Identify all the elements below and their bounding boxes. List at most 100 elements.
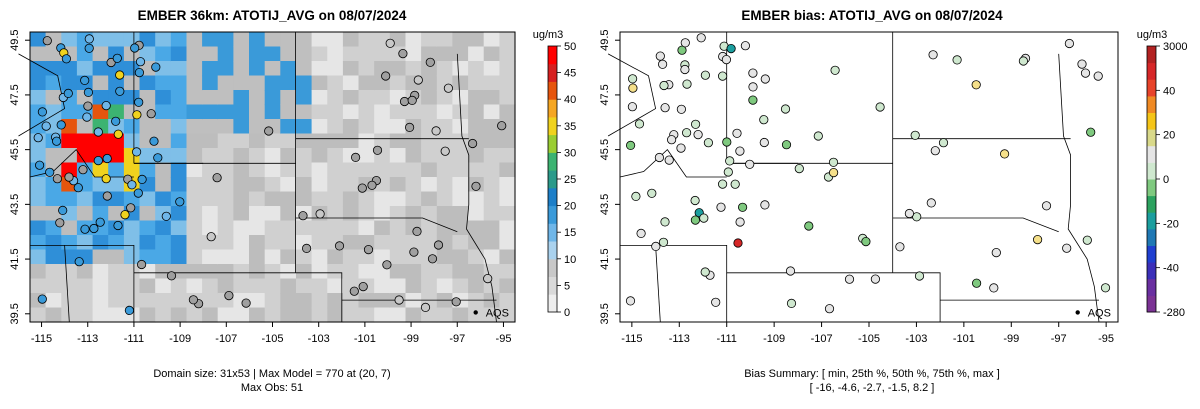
monitor-point [126,203,136,213]
monitor-point [722,137,732,147]
grid-cell [249,46,266,62]
grid-cell [389,177,406,193]
grid-cell [264,249,281,265]
grid-cell [311,177,328,193]
grid-cell [92,206,109,222]
grid-cell [139,220,156,236]
right-map-panel: AQS -115 -113 -111 -109 -107 -105 -103 -101 -99 -9… [599,29,1119,345]
grid-cell [468,235,485,251]
grid-cell [358,32,375,48]
grid-cell [405,133,422,149]
x-tick-label: -103 [905,333,927,345]
monitor-point [895,242,905,252]
grid-cell [311,133,328,149]
grid-cell [483,119,500,135]
grid-cell [342,249,360,265]
grid-cell [327,148,344,164]
right-colorbar-swatch [1147,112,1156,130]
grid-cell [358,148,375,164]
grid-cell [499,191,516,207]
monitor-point [780,104,791,114]
grid-cell [436,220,453,236]
monitor-point [703,138,714,148]
grid-cell [30,75,47,91]
grid-cell [374,293,391,309]
grid-cell [264,133,281,149]
monitor-point [467,138,478,149]
grid-cell [217,90,234,106]
grid-cell [249,119,266,135]
left-colorbar-swatch [548,258,557,277]
monitor-point [627,102,638,112]
grid-cell [327,61,344,77]
grid-cell [468,307,485,323]
grid-cell [249,206,266,222]
grid-cell [92,307,109,323]
grid-cell [296,133,313,149]
grid-cell [296,119,313,135]
grid-cell [30,278,47,294]
monitor-point [735,146,745,156]
monitor-point [870,274,881,284]
monitor-point [725,156,735,166]
grid-cell [499,75,516,91]
grid-cell [61,235,78,251]
monitor-point [93,127,103,137]
monitor-point [52,174,63,184]
grid-cell [311,148,328,164]
grid-cell [421,235,438,251]
grid-cell [186,235,203,251]
right-colorbar-swatch [1147,245,1156,263]
grid-cell [155,249,172,265]
x-tick-label: -97 [449,333,465,345]
left-colorbar-tick-label: 10 [564,254,576,266]
grid-cell [123,162,141,178]
grid-cell [280,75,297,91]
monitor-point [628,83,638,93]
grid-cell [436,46,453,62]
grid-cell [358,75,375,91]
monitor-point [443,83,453,93]
monitor-point [357,183,367,193]
monitor-point [730,179,740,189]
monitor-point [760,74,770,84]
monitor-point [636,228,646,238]
grid-cell [233,220,250,236]
grid-cell [389,278,406,294]
grid-cell [374,90,391,106]
grid-cell [327,249,344,265]
monitor-point [372,145,383,155]
grid-cell [280,133,297,149]
monitor-point [358,281,368,292]
grid-cell [155,293,172,309]
monitor-point [37,294,47,304]
monitor-point [740,41,751,51]
grid-cell [30,264,47,280]
grid-cell [202,220,219,236]
grid-cell [249,191,266,207]
grid-cell [342,191,360,207]
grid-cell [436,162,453,178]
monitor-point [1086,127,1096,137]
grid-cell [30,90,47,106]
state-border [892,272,941,322]
grid-cell [123,249,141,265]
grid-cell [61,278,78,294]
grid-cell [249,32,266,48]
grid-cell [92,235,109,251]
monitor-point [682,79,692,89]
grid-cell [405,191,422,207]
grid-cell [155,104,172,120]
grid-cell [296,75,313,91]
left-colorbar-swatch [548,187,557,207]
monitor-point [151,62,161,72]
right-colorbar-tick-label: -20 [1163,218,1179,230]
grid-cell [233,32,250,48]
monitor-point [134,97,144,107]
grid-cell [170,104,187,120]
monitor-point [830,65,840,75]
grid-cell [76,148,94,164]
grid-cell [92,278,109,294]
grid-cell [452,249,469,265]
